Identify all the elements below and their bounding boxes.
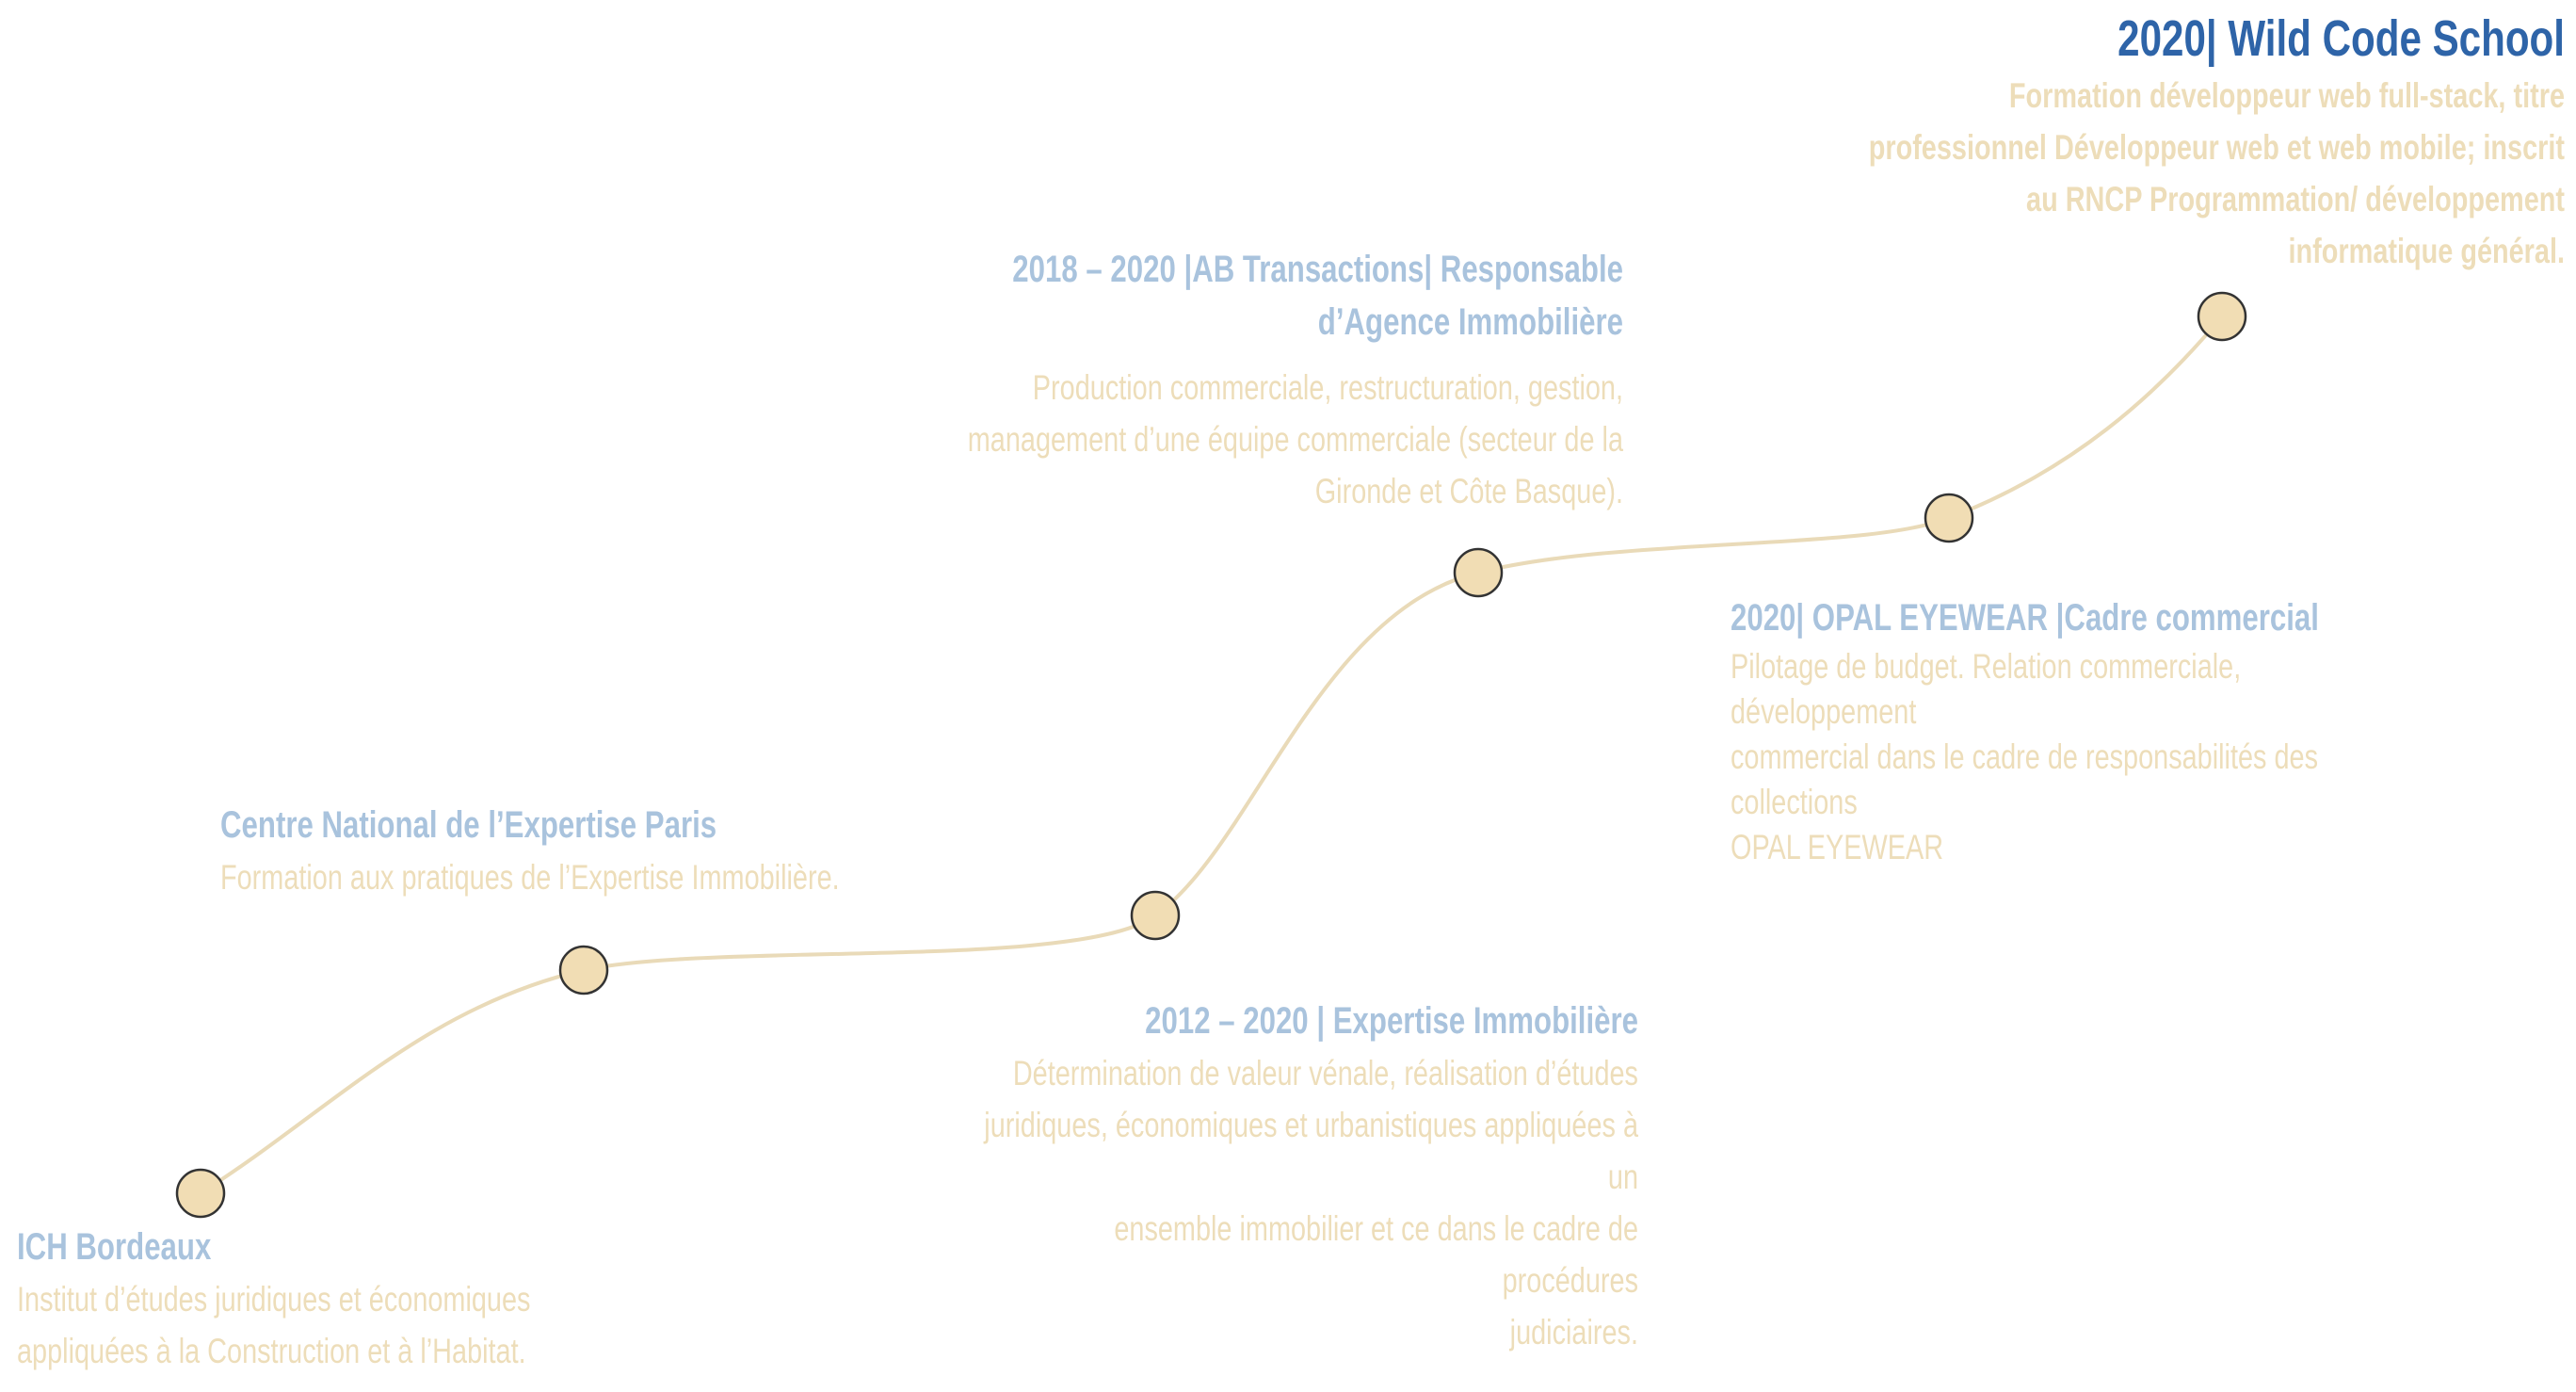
- milestone-title: 2020| OPAL EYEWEAR |Cadre commercial: [1731, 597, 2319, 639]
- milestone-desc-line: management d’une équipe commerciale (sec…: [967, 420, 1623, 459]
- milestone-desc-line: judiciaires.: [1509, 1313, 1638, 1352]
- milestone-desc-line: juridiques, économiques et urbanistiques…: [984, 1106, 1638, 1196]
- milestone-wild-code-school: 2020| Wild Code School Formation dévelop…: [1247, 8, 2565, 277]
- milestone-desc-line: ensemble immobilier et ce dans le cadre …: [1114, 1209, 1638, 1300]
- milestone-desc-line: appliquées à la Construction et à l’Habi…: [17, 1332, 526, 1370]
- milestone-ich-bordeaux: ICH Bordeaux Institut d’études juridique…: [17, 1221, 864, 1377]
- timeline-node-ab-transactions: [1453, 547, 1504, 598]
- timeline-node-wild-code-school: [2197, 291, 2247, 342]
- milestone-desc-line: Pilotage de budget. Relation commerciale…: [1731, 647, 2242, 731]
- milestone-desc-line: Détermination de valeur vénale, réalisat…: [1012, 1054, 1638, 1093]
- milestone-ab-transactions: 2018 – 2020 |AB Transactions| Responsabl…: [772, 243, 1623, 517]
- timeline-node-opal-eyewear: [1924, 493, 1974, 543]
- milestone-desc-line: au RNCP Programmation/ développement: [2026, 180, 2565, 219]
- milestone-desc-line: OPAL EYEWEAR: [1731, 828, 1944, 866]
- milestone-title: Centre National de l’Expertise Paris: [220, 804, 717, 846]
- timeline-node-expertise: [1130, 890, 1181, 941]
- milestone-desc-line: Production commerciale, restructuration,…: [1032, 368, 1623, 407]
- milestone-expertise-immobiliere: 2012 – 2020 | Expertise Immobilière Déte…: [791, 995, 1638, 1358]
- milestone-desc-line: commercial dans le cadre de responsabili…: [1731, 737, 2319, 821]
- milestone-title: 2020| Wild Code School: [2117, 10, 2565, 67]
- milestone-desc-line: Gironde et Côte Basque).: [1314, 472, 1623, 510]
- timeline-node-centre-national: [558, 945, 609, 995]
- milestone-title: 2012 – 2020 | Expertise Immobilière: [1145, 1000, 1638, 1042]
- milestone-desc-line: Formation développeur web full-stack, ti…: [2008, 76, 2565, 115]
- timeline-node-ich-bordeaux: [175, 1168, 226, 1219]
- milestone-title: 2018 – 2020 |AB Transactions| Responsabl…: [1012, 249, 1623, 343]
- milestone-title: ICH Bordeaux: [17, 1226, 212, 1268]
- milestone-desc-line: Institut d’études juridiques et économiq…: [17, 1280, 531, 1319]
- milestone-desc-line: Formation aux pratiques de l’Expertise I…: [220, 858, 840, 897]
- milestone-opal-eyewear: 2020| OPAL EYEWEAR |Cadre commercial Pil…: [1731, 591, 2559, 870]
- milestone-desc-line: informatique général.: [2288, 232, 2565, 270]
- milestone-desc-line: professionnel Développeur web et web mob…: [1868, 128, 2565, 167]
- milestone-centre-national: Centre National de l’Expertise Paris For…: [220, 799, 1068, 903]
